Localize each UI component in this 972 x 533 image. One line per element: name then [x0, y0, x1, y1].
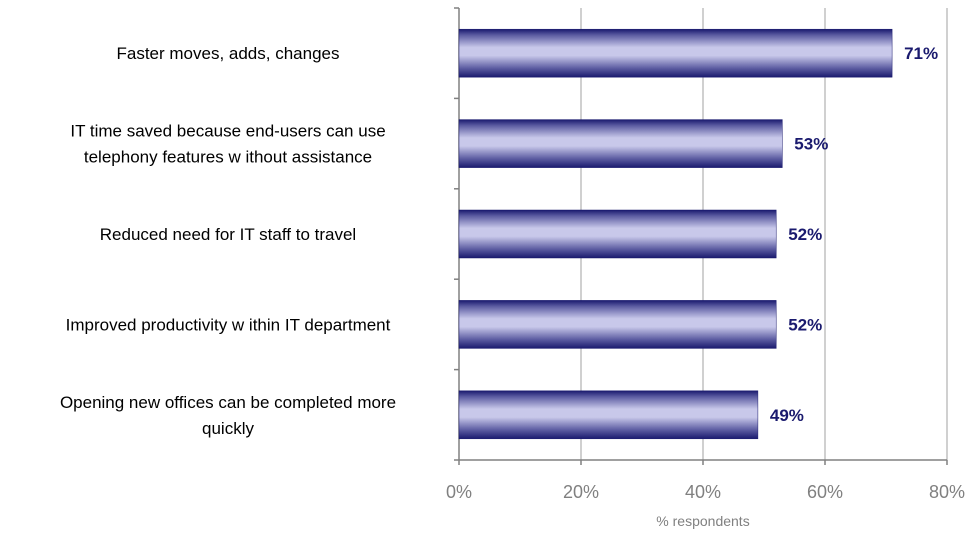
bar	[458, 28, 893, 78]
data-label: 52%	[788, 315, 822, 334]
data-label: 49%	[770, 406, 804, 425]
category-label: Faster moves, adds, changes	[116, 44, 339, 63]
bar	[458, 119, 783, 168]
category-label: Opening new offices can be completed mor…	[60, 393, 396, 438]
x-tick-label: 0%	[446, 482, 472, 502]
x-tick-label: 20%	[563, 482, 599, 502]
bar	[458, 300, 777, 349]
x-tick-label: 80%	[929, 482, 965, 502]
bar	[458, 390, 759, 440]
bars	[458, 28, 893, 440]
data-label: 53%	[794, 135, 828, 154]
category-label: IT time saved because end-users can use t…	[70, 122, 385, 167]
data-label: 71%	[904, 44, 938, 63]
x-tick-label: 60%	[807, 482, 843, 502]
x-tick-label: 40%	[685, 482, 721, 502]
data-label: 52%	[788, 225, 822, 244]
labels: 0% 20% 40% 60% 80% 71% Faster moves, adds, cha…	[60, 44, 965, 502]
x-axis-title: % respondents	[656, 513, 749, 529]
category-label: Improved productivity w ithin IT departm…	[66, 315, 391, 334]
category-label: Reduced need for IT staff to travel	[100, 225, 356, 244]
bar	[458, 209, 777, 259]
